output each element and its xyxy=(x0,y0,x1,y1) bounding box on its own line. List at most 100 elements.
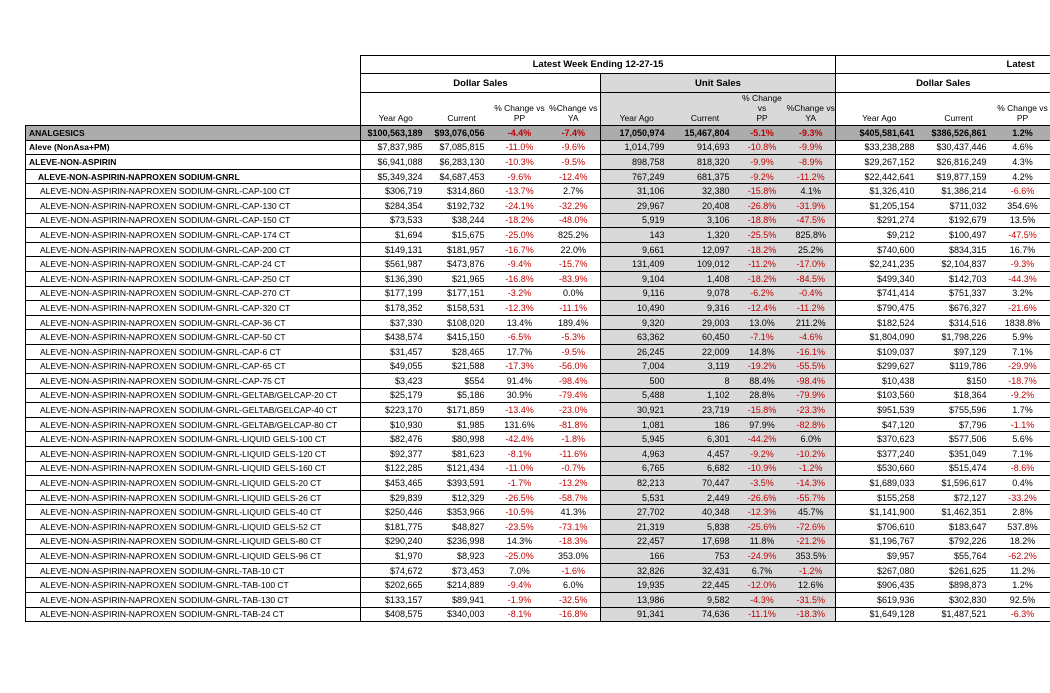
percent-change-cell[interactable]: -29.9% xyxy=(995,359,1050,374)
value-cell[interactable]: 131,409 xyxy=(601,257,673,272)
percent-change-cell[interactable]: -11.1% xyxy=(738,607,787,622)
percent-change-cell[interactable]: -0.4% xyxy=(787,286,836,301)
section-dollar-sales-1[interactable]: Dollar Sales xyxy=(361,74,601,93)
value-cell[interactable]: $178,352 xyxy=(361,301,431,316)
value-cell[interactable]: 9,078 xyxy=(673,286,738,301)
value-cell[interactable]: $10,930 xyxy=(361,417,431,432)
percent-change-cell[interactable]: 28.8% xyxy=(738,388,787,403)
percent-change-cell[interactable]: 13.4% xyxy=(493,315,547,330)
value-cell[interactable]: $103,560 xyxy=(836,388,923,403)
percent-change-cell[interactable]: 4.3% xyxy=(995,155,1050,170)
percent-change-cell[interactable]: -1.2% xyxy=(787,461,836,476)
percent-change-cell[interactable]: -24.9% xyxy=(738,549,787,564)
percent-change-cell[interactable]: 2.8% xyxy=(995,505,1050,520)
value-cell[interactable]: 70,447 xyxy=(673,476,738,491)
value-cell[interactable]: $6,283,130 xyxy=(431,155,493,170)
value-cell[interactable]: $181,775 xyxy=(361,520,431,535)
percent-change-cell[interactable]: -25.6% xyxy=(738,520,787,535)
value-cell[interactable]: $72,127 xyxy=(923,490,995,505)
percent-change-cell[interactable]: 4.6% xyxy=(995,140,1050,155)
percent-change-cell[interactable]: -9.2% xyxy=(738,169,787,184)
percent-change-cell[interactable]: -9.6% xyxy=(547,140,601,155)
percent-change-cell[interactable]: -17.0% xyxy=(787,257,836,272)
value-cell[interactable]: $1,689,033 xyxy=(836,476,923,491)
percent-change-cell[interactable]: -15.7% xyxy=(547,257,601,272)
product-label-cell[interactable]: ALEVE-NON-ASPIRIN-NAPROXEN SODIUM-GNRL-C… xyxy=(26,330,361,345)
percent-change-cell[interactable]: -44.2% xyxy=(738,432,787,447)
value-cell[interactable]: $9,212 xyxy=(836,228,923,243)
percent-change-cell[interactable]: -9.4% xyxy=(493,257,547,272)
value-cell[interactable]: $93,076,056 xyxy=(431,126,493,141)
value-cell[interactable]: $755,596 xyxy=(923,403,995,418)
percent-change-cell[interactable]: -3.5% xyxy=(738,476,787,491)
percent-change-cell[interactable]: -25.5% xyxy=(738,228,787,243)
value-cell[interactable]: $1,326,410 xyxy=(836,184,923,199)
value-cell[interactable]: $1,596,617 xyxy=(923,476,995,491)
percent-change-cell[interactable]: -14.3% xyxy=(787,476,836,491)
percent-change-cell[interactable]: -9.6% xyxy=(493,169,547,184)
percent-change-cell[interactable]: -11.2% xyxy=(738,257,787,272)
value-cell[interactable]: $12,329 xyxy=(431,490,493,505)
percent-change-cell[interactable]: 18.2% xyxy=(995,534,1050,549)
value-cell[interactable]: $7,837,985 xyxy=(361,140,431,155)
percent-change-cell[interactable]: 1.2% xyxy=(995,126,1050,141)
percent-change-cell[interactable]: 7.1% xyxy=(995,344,1050,359)
value-cell[interactable]: 767,249 xyxy=(601,169,673,184)
product-label-cell[interactable]: ALEVE-NON-ASPIRIN-NAPROXEN SODIUM-GNRL-C… xyxy=(26,301,361,316)
value-cell[interactable]: $2,104,837 xyxy=(923,257,995,272)
value-cell[interactable]: 13,986 xyxy=(601,593,673,608)
percent-change-cell[interactable]: 5.9% xyxy=(995,330,1050,345)
percent-change-cell[interactable]: -18.8% xyxy=(738,213,787,228)
percent-change-cell[interactable]: -16.8% xyxy=(493,271,547,286)
percent-change-cell[interactable]: -11.0% xyxy=(493,461,547,476)
percent-change-cell[interactable]: -23.3% xyxy=(787,403,836,418)
percent-change-cell[interactable]: -16.1% xyxy=(787,344,836,359)
percent-change-cell[interactable]: 7.1% xyxy=(995,447,1050,462)
percent-change-cell[interactable]: -44.3% xyxy=(995,271,1050,286)
percent-change-cell[interactable]: 6.0% xyxy=(547,578,601,593)
percent-change-cell[interactable]: -3.2% xyxy=(493,286,547,301)
value-cell[interactable]: $48,827 xyxy=(431,520,493,535)
value-cell[interactable]: $150 xyxy=(923,374,995,389)
value-cell[interactable]: $214,889 xyxy=(431,578,493,593)
percent-change-cell[interactable]: 45.7% xyxy=(787,505,836,520)
product-label-cell[interactable]: ALEVE-NON-ASPIRIN-NAPROXEN SODIUM-GNRL-T… xyxy=(26,607,361,622)
product-label-cell[interactable]: ALEVE-NON-ASPIRIN-NAPROXEN SODIUM-GNRL-L… xyxy=(26,490,361,505)
value-cell[interactable]: $386,526,861 xyxy=(923,126,995,141)
product-label-cell[interactable]: ALEVE-NON-ASPIRIN-NAPROXEN SODIUM-GNRL xyxy=(26,169,361,184)
value-cell[interactable]: 681,375 xyxy=(673,169,738,184)
value-cell[interactable]: $792,226 xyxy=(923,534,995,549)
percent-change-cell[interactable]: 14.3% xyxy=(493,534,547,549)
value-cell[interactable]: 3,119 xyxy=(673,359,738,374)
percent-change-cell[interactable]: 4.1% xyxy=(787,184,836,199)
value-cell[interactable]: 29,003 xyxy=(673,315,738,330)
value-cell[interactable]: 5,945 xyxy=(601,432,673,447)
value-cell[interactable]: $181,957 xyxy=(431,242,493,257)
value-cell[interactable]: $55,764 xyxy=(923,549,995,564)
product-label-cell[interactable]: ALEVE-NON-ASPIRIN-NAPROXEN SODIUM-GNRL-C… xyxy=(26,184,361,199)
percent-change-cell[interactable]: -8.9% xyxy=(787,155,836,170)
value-cell[interactable]: 9,116 xyxy=(601,286,673,301)
column-header[interactable]: Year Ago xyxy=(836,93,923,126)
value-cell[interactable]: $29,839 xyxy=(361,490,431,505)
value-cell[interactable]: 186 xyxy=(673,417,738,432)
value-cell[interactable]: 5,838 xyxy=(673,520,738,535)
percent-change-cell[interactable]: -12.3% xyxy=(738,505,787,520)
percent-change-cell[interactable]: -4.3% xyxy=(738,593,787,608)
value-cell[interactable]: $100,563,189 xyxy=(361,126,431,141)
percent-change-cell[interactable]: 13.0% xyxy=(738,315,787,330)
product-label-cell[interactable]: ALEVE-NON-ASPIRIN-NAPROXEN SODIUM-GNRL-L… xyxy=(26,520,361,535)
product-label-cell[interactable]: ALEVE-NON-ASPIRIN-NAPROXEN SODIUM-GNRL-L… xyxy=(26,505,361,520)
value-cell[interactable]: $898,873 xyxy=(923,578,995,593)
product-label-cell[interactable]: ALEVE-NON-ASPIRIN-NAPROXEN SODIUM-GNRL-T… xyxy=(26,593,361,608)
percent-change-cell[interactable]: -79.4% xyxy=(547,388,601,403)
value-cell[interactable]: 818,320 xyxy=(673,155,738,170)
value-cell[interactable]: $3,423 xyxy=(361,374,431,389)
value-cell[interactable]: $1,196,767 xyxy=(836,534,923,549)
value-cell[interactable]: $314,516 xyxy=(923,315,995,330)
percent-change-cell[interactable]: 4.2% xyxy=(995,169,1050,184)
value-cell[interactable]: 753 xyxy=(673,549,738,564)
value-cell[interactable]: $92,377 xyxy=(361,447,431,462)
value-cell[interactable]: 26,245 xyxy=(601,344,673,359)
percent-change-cell[interactable]: -18.2% xyxy=(738,271,787,286)
